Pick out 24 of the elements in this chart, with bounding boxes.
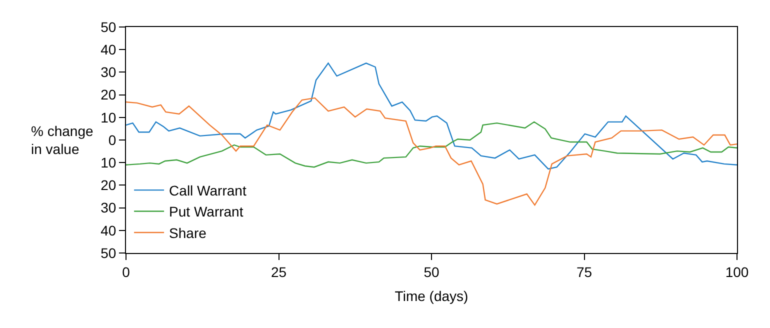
y-tick-label: 0 — [108, 132, 116, 148]
legend-label: Share — [169, 224, 207, 241]
legend-label: Put Warrant — [169, 204, 244, 220]
y-tick-label: 20 — [100, 86, 116, 103]
x-tick-label: 75 — [576, 264, 592, 280]
x-axis-title: Time (days) — [394, 288, 468, 304]
y-tick-label: 50 — [100, 18, 116, 35]
y-tick-label: 40 — [100, 42, 116, 58]
legend-label: Call Warrant — [169, 182, 246, 199]
y-tick-label: 30 — [100, 200, 116, 216]
y-axis-title: % change in value — [31, 123, 94, 158]
x-tick-label: 100 — [725, 264, 749, 280]
line-series — [126, 62, 737, 170]
x-tick-label: 0 — [122, 264, 130, 280]
x-tick-label: 25 — [270, 264, 287, 280]
y-tick-label: 30 — [100, 64, 116, 80]
y-tick-label: 20 — [100, 177, 116, 194]
x-tick-label: 50 — [424, 264, 440, 280]
y-tick-label: 10 — [100, 154, 116, 170]
y-tick-label: 40 — [100, 222, 116, 238]
y-tick-label: 50 — [100, 244, 116, 261]
y-tick-label: 10 — [100, 109, 116, 126]
line-series — [126, 121, 737, 168]
line-series — [126, 97, 737, 206]
